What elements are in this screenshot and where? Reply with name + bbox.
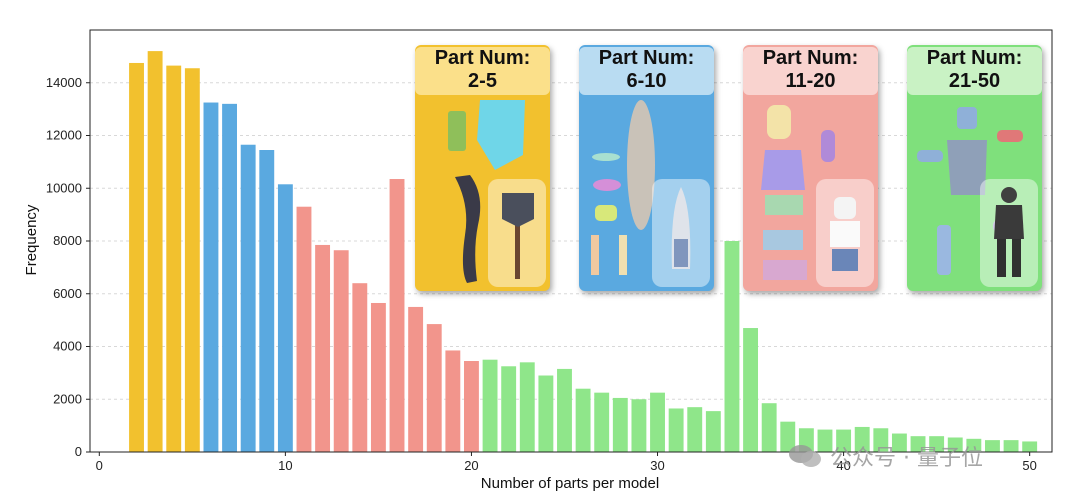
card-title-line1: Part Num: (598, 47, 695, 69)
axe-icon (502, 193, 534, 279)
bar (836, 429, 852, 452)
bar (780, 421, 796, 452)
card-title-line1: Part Num: (434, 47, 531, 69)
group-card-title: Part Num: 6-10 (579, 47, 714, 95)
bar (240, 144, 256, 452)
bar (370, 302, 386, 452)
y-tick-label: 8000 (53, 233, 82, 248)
bar (929, 436, 945, 452)
assembled-lego-inset (816, 179, 874, 287)
bar (538, 375, 554, 452)
x-axis-label: Number of parts per model (481, 475, 659, 492)
bar (222, 103, 237, 452)
bar (668, 408, 684, 452)
y-tick-label: 0 (75, 444, 82, 459)
bar (408, 306, 424, 452)
card-title-line2: 11-20 (785, 70, 836, 92)
rocket-parts-illustration (591, 100, 655, 275)
bar (612, 397, 628, 452)
bar (203, 102, 219, 452)
x-tick-label: 30 (650, 458, 664, 473)
bar (315, 244, 331, 452)
bar (426, 324, 442, 452)
bar (947, 437, 963, 452)
bar (296, 206, 312, 452)
bar (817, 429, 833, 452)
bar (854, 426, 870, 452)
bar (147, 51, 163, 452)
bar (873, 428, 889, 452)
group-card-title: Part Num: 2-5 (415, 47, 550, 95)
y-tick-label: 4000 (53, 339, 82, 354)
bar (891, 433, 907, 452)
bar (687, 407, 703, 452)
bar (184, 68, 200, 453)
lego-parts-illustration (761, 105, 835, 280)
bar (445, 350, 461, 452)
y-tick-label: 12000 (46, 128, 82, 143)
bar (482, 359, 498, 452)
bar (650, 392, 665, 452)
y-tick-label: 10000 (46, 180, 82, 195)
bar (631, 399, 647, 452)
bar (389, 179, 405, 453)
assembled-rocket-inset (652, 179, 710, 287)
x-tick-label: 0 (96, 458, 103, 473)
bar (705, 411, 721, 452)
card-title-line2: 6-10 (626, 70, 667, 92)
bar-series (129, 51, 1038, 453)
wechat-icon (789, 445, 821, 467)
x-tick-label: 40 (836, 458, 850, 473)
bar (743, 328, 759, 452)
watermark: 公众号 · 量子位 (788, 440, 983, 472)
group-card-21-50: Part Num: 21-50 (907, 45, 1042, 291)
rocket-icon (671, 187, 691, 269)
y-axis-label: Frequency (23, 204, 40, 275)
bar (985, 440, 1000, 452)
group-card-2-5: Part Num: 2-5 (415, 45, 550, 291)
card-title-line2: 21-50 (948, 70, 1001, 92)
bar (724, 241, 740, 452)
bar (259, 150, 275, 452)
bar (352, 283, 368, 452)
bar (519, 362, 535, 452)
bar (594, 392, 610, 452)
y-tick-label: 2000 (53, 391, 82, 406)
card-title-line2: 2-5 (468, 70, 497, 92)
watermark-text: 公众号 · 量子位 (830, 446, 983, 471)
card-title-line1: Part Num: (762, 47, 859, 69)
assembled-axe-inset (488, 179, 546, 287)
assembled-humanoid-inset (980, 179, 1038, 287)
y-tick-label: 14000 (46, 75, 82, 90)
group-card-11-20: Part Num: 11-20 (743, 45, 878, 291)
bar (166, 65, 182, 452)
axis-ticks: 0 10 20 30 40 50 0 2000 4000 6000 8000 10000 12000 14… (46, 75, 1037, 473)
bar (1003, 440, 1019, 452)
x-tick-label: 20 (464, 458, 478, 473)
bar (966, 438, 982, 452)
bar (333, 250, 349, 452)
group-card-title: Part Num: 21-50 (907, 47, 1042, 95)
y-tick-label: 6000 (53, 286, 82, 301)
card-title-line1: Part Num: (926, 47, 1023, 69)
lego-figure-icon (830, 197, 860, 271)
bar (129, 62, 144, 452)
bar (575, 388, 591, 452)
axe-parts-illustration (448, 100, 525, 283)
group-card-6-10: Part Num: 6-10 (579, 45, 714, 291)
bar (910, 436, 926, 452)
group-card-title: Part Num: 11-20 (743, 47, 878, 95)
x-tick-label: 50 (1022, 458, 1036, 473)
x-tick-label: 10 (278, 458, 292, 473)
soldier-figure-icon (994, 187, 1024, 277)
bar (1022, 441, 1038, 452)
bar (464, 361, 479, 452)
bar (557, 368, 572, 452)
bar (277, 184, 293, 452)
bar (761, 403, 777, 452)
bar (501, 366, 517, 452)
